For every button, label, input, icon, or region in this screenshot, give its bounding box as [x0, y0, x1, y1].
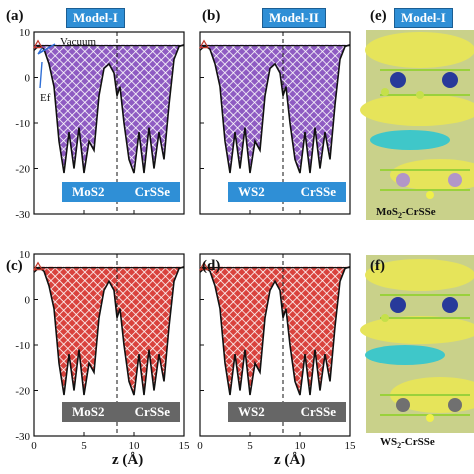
potential-line — [199, 265, 351, 396]
y-tick-label: -30 — [15, 431, 30, 443]
potential-line — [33, 265, 185, 396]
panel-label-d: (d) — [202, 258, 221, 274]
material-left-d: WS2 — [238, 404, 265, 419]
potential-line — [199, 43, 351, 174]
panel-label-e: (e) — [370, 8, 387, 24]
material-box-c: MoS2 CrSSe — [62, 402, 180, 422]
y-tick-label: 0 — [25, 73, 31, 85]
potential-area — [34, 266, 184, 396]
panel-label-a: (a) — [6, 8, 24, 24]
x-axis-label-right: z (Å) — [274, 452, 306, 468]
chart-panel-1 — [198, 31, 351, 215]
y-tick-label: -20 — [15, 386, 30, 398]
structure-f — [360, 255, 474, 433]
material-box-a: MoS2 CrSSe — [62, 182, 180, 202]
x-tick-label: 0 — [31, 440, 37, 452]
potential-area — [200, 266, 350, 396]
material-left-b: WS2 — [238, 184, 265, 199]
panel-label-c: (c) — [6, 258, 23, 274]
material-box-b: WS2 CrSSe — [228, 182, 346, 202]
y-tick-label: -20 — [15, 164, 30, 176]
material-right-a: CrSSe — [134, 184, 170, 199]
chart-panel-2: 100-10-20-300 5 10 15 — [15, 249, 190, 452]
x-tick-label: 15 — [179, 440, 191, 452]
material-left-a: MoS2 — [72, 184, 105, 199]
fermi-annotation: Ef — [40, 92, 51, 104]
x-tick-label: 5 — [81, 440, 87, 452]
model-tag-b: Model-II — [262, 8, 326, 28]
vacuum-annotation: Vacuum — [60, 36, 97, 48]
vacuum-marker — [198, 39, 210, 49]
x-tick-label: 0 — [197, 440, 203, 452]
x-axis-label-left: z (Å) — [112, 452, 144, 468]
y-tick-label: 10 — [19, 249, 31, 261]
x-tick-label: 5 — [247, 440, 253, 452]
y-tick-label: -10 — [15, 118, 30, 130]
potential-area — [34, 44, 184, 174]
y-tick-label: 0 — [25, 295, 31, 307]
structure-e — [360, 30, 474, 220]
material-left-c: MoS2 — [72, 404, 105, 419]
vacuum-marker — [198, 261, 210, 271]
panel-label-b: (b) — [202, 8, 221, 24]
model-tag-a: Model-I — [66, 8, 125, 28]
structure-caption-e: MoS2-CrSSe — [376, 206, 436, 221]
y-tick-label: -10 — [15, 340, 30, 352]
material-box-d: WS2 CrSSe — [228, 402, 346, 422]
y-tick-label: -30 — [15, 209, 30, 221]
annotation-arrows — [37, 43, 56, 89]
x-tick-label: 15 — [345, 440, 357, 452]
structure-caption-f: WS2-CrSSe — [380, 436, 435, 451]
chart-panel-3: 0 5 10 15 — [197, 253, 357, 452]
vacuum-marker — [32, 261, 44, 271]
potential-line — [33, 43, 185, 174]
x-tick-label: 10 — [295, 440, 307, 452]
material-right-d: CrSSe — [300, 404, 336, 419]
vacuum-marker — [32, 39, 44, 49]
material-right-b: CrSSe — [300, 184, 336, 199]
y-tick-label: 10 — [19, 27, 31, 39]
model-tag-e: Model-I — [394, 8, 453, 28]
x-tick-label: 10 — [129, 440, 141, 452]
chart-panel-0: 10 0 -10 -20 -30 — [15, 27, 185, 221]
material-right-c: CrSSe — [134, 404, 170, 419]
panel-label-f: (f) — [370, 258, 385, 274]
potential-area — [200, 44, 350, 174]
